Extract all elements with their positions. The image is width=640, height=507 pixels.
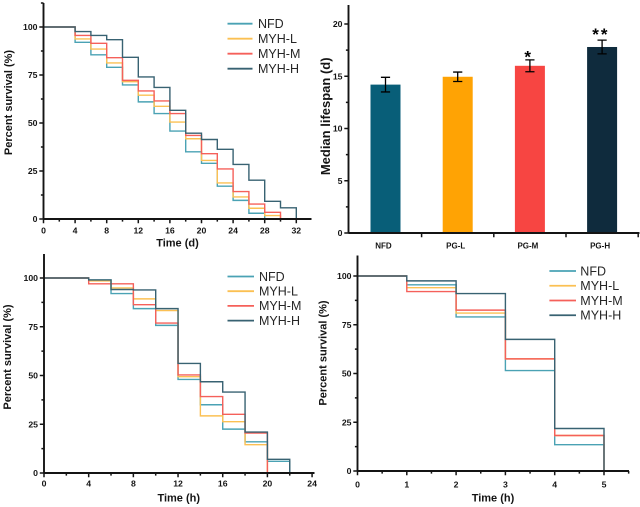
svg-text:Time (h): Time (h) (157, 493, 200, 505)
svg-text:MYH-L: MYH-L (259, 285, 298, 299)
svg-text:25: 25 (28, 419, 38, 429)
svg-text:4: 4 (73, 226, 78, 236)
svg-text:MYH-H: MYH-H (258, 62, 299, 76)
svg-text:5: 5 (338, 176, 343, 186)
svg-text:4: 4 (552, 480, 557, 490)
svg-text:MYH-L: MYH-L (258, 32, 297, 46)
svg-text:0: 0 (347, 466, 352, 476)
svg-text:75: 75 (28, 70, 38, 80)
svg-text:Time (d): Time (d) (156, 238, 199, 250)
svg-text:Percent survival (%): Percent survival (%) (2, 304, 14, 409)
svg-text:NFD: NFD (259, 270, 285, 284)
svg-text:Percent survival (%): Percent survival (%) (318, 300, 330, 405)
svg-text:50: 50 (28, 371, 38, 381)
svg-text:*: * (524, 48, 533, 67)
svg-text:**: ** (592, 25, 609, 44)
svg-text:15: 15 (333, 71, 343, 81)
svg-text:12: 12 (173, 478, 183, 488)
svg-text:20: 20 (197, 226, 207, 236)
svg-text:PG-H: PG-H (590, 242, 610, 251)
svg-text:32: 32 (291, 226, 301, 236)
svg-text:28: 28 (260, 226, 270, 236)
svg-text:0: 0 (355, 480, 360, 490)
svg-text:20: 20 (263, 478, 273, 488)
svg-text:NFD: NFD (580, 264, 606, 278)
svg-text:NFD: NFD (258, 17, 284, 31)
svg-text:NFD: NFD (375, 242, 392, 251)
svg-text:8: 8 (104, 226, 109, 236)
svg-text:MYH-M: MYH-M (580, 294, 622, 308)
svg-text:MYH-H: MYH-H (259, 314, 300, 328)
svg-text:50: 50 (342, 369, 352, 379)
svg-text:2: 2 (454, 480, 459, 490)
svg-text:Median lifespan (d): Median lifespan (d) (318, 57, 333, 175)
svg-text:0: 0 (33, 468, 38, 478)
svg-text:3: 3 (503, 480, 508, 490)
svg-text:75: 75 (28, 322, 38, 332)
svg-text:MYH-M: MYH-M (259, 299, 301, 313)
svg-text:8: 8 (131, 478, 136, 488)
svg-text:16: 16 (218, 478, 228, 488)
svg-text:Time (h): Time (h) (472, 493, 515, 505)
svg-text:MYH-M: MYH-M (258, 47, 300, 61)
svg-text:5: 5 (602, 480, 607, 490)
svg-text:12: 12 (133, 226, 143, 236)
svg-text:0: 0 (41, 226, 46, 236)
svg-text:MYH-L: MYH-L (580, 279, 619, 293)
svg-text:25: 25 (28, 166, 38, 176)
svg-text:0: 0 (33, 214, 38, 224)
svg-text:20: 20 (333, 19, 343, 29)
svg-text:0: 0 (42, 478, 47, 488)
svg-text:50: 50 (28, 118, 38, 128)
svg-text:24: 24 (307, 478, 317, 488)
svg-text:MYH-H: MYH-H (580, 309, 621, 323)
svg-text:25: 25 (342, 417, 352, 427)
svg-text:Percent survival (%): Percent survival (%) (3, 50, 15, 155)
svg-text:PG-M: PG-M (517, 242, 538, 251)
svg-text:100: 100 (24, 273, 39, 283)
svg-text:PG-L: PG-L (446, 242, 465, 251)
svg-text:10: 10 (333, 124, 343, 134)
svg-text:75: 75 (342, 320, 352, 330)
svg-text:24: 24 (228, 226, 238, 236)
svg-text:0: 0 (338, 228, 343, 238)
svg-text:16: 16 (165, 226, 175, 236)
svg-text:100: 100 (23, 22, 38, 32)
svg-text:100: 100 (337, 271, 352, 281)
svg-text:1: 1 (404, 480, 409, 490)
svg-text:4: 4 (86, 478, 91, 488)
